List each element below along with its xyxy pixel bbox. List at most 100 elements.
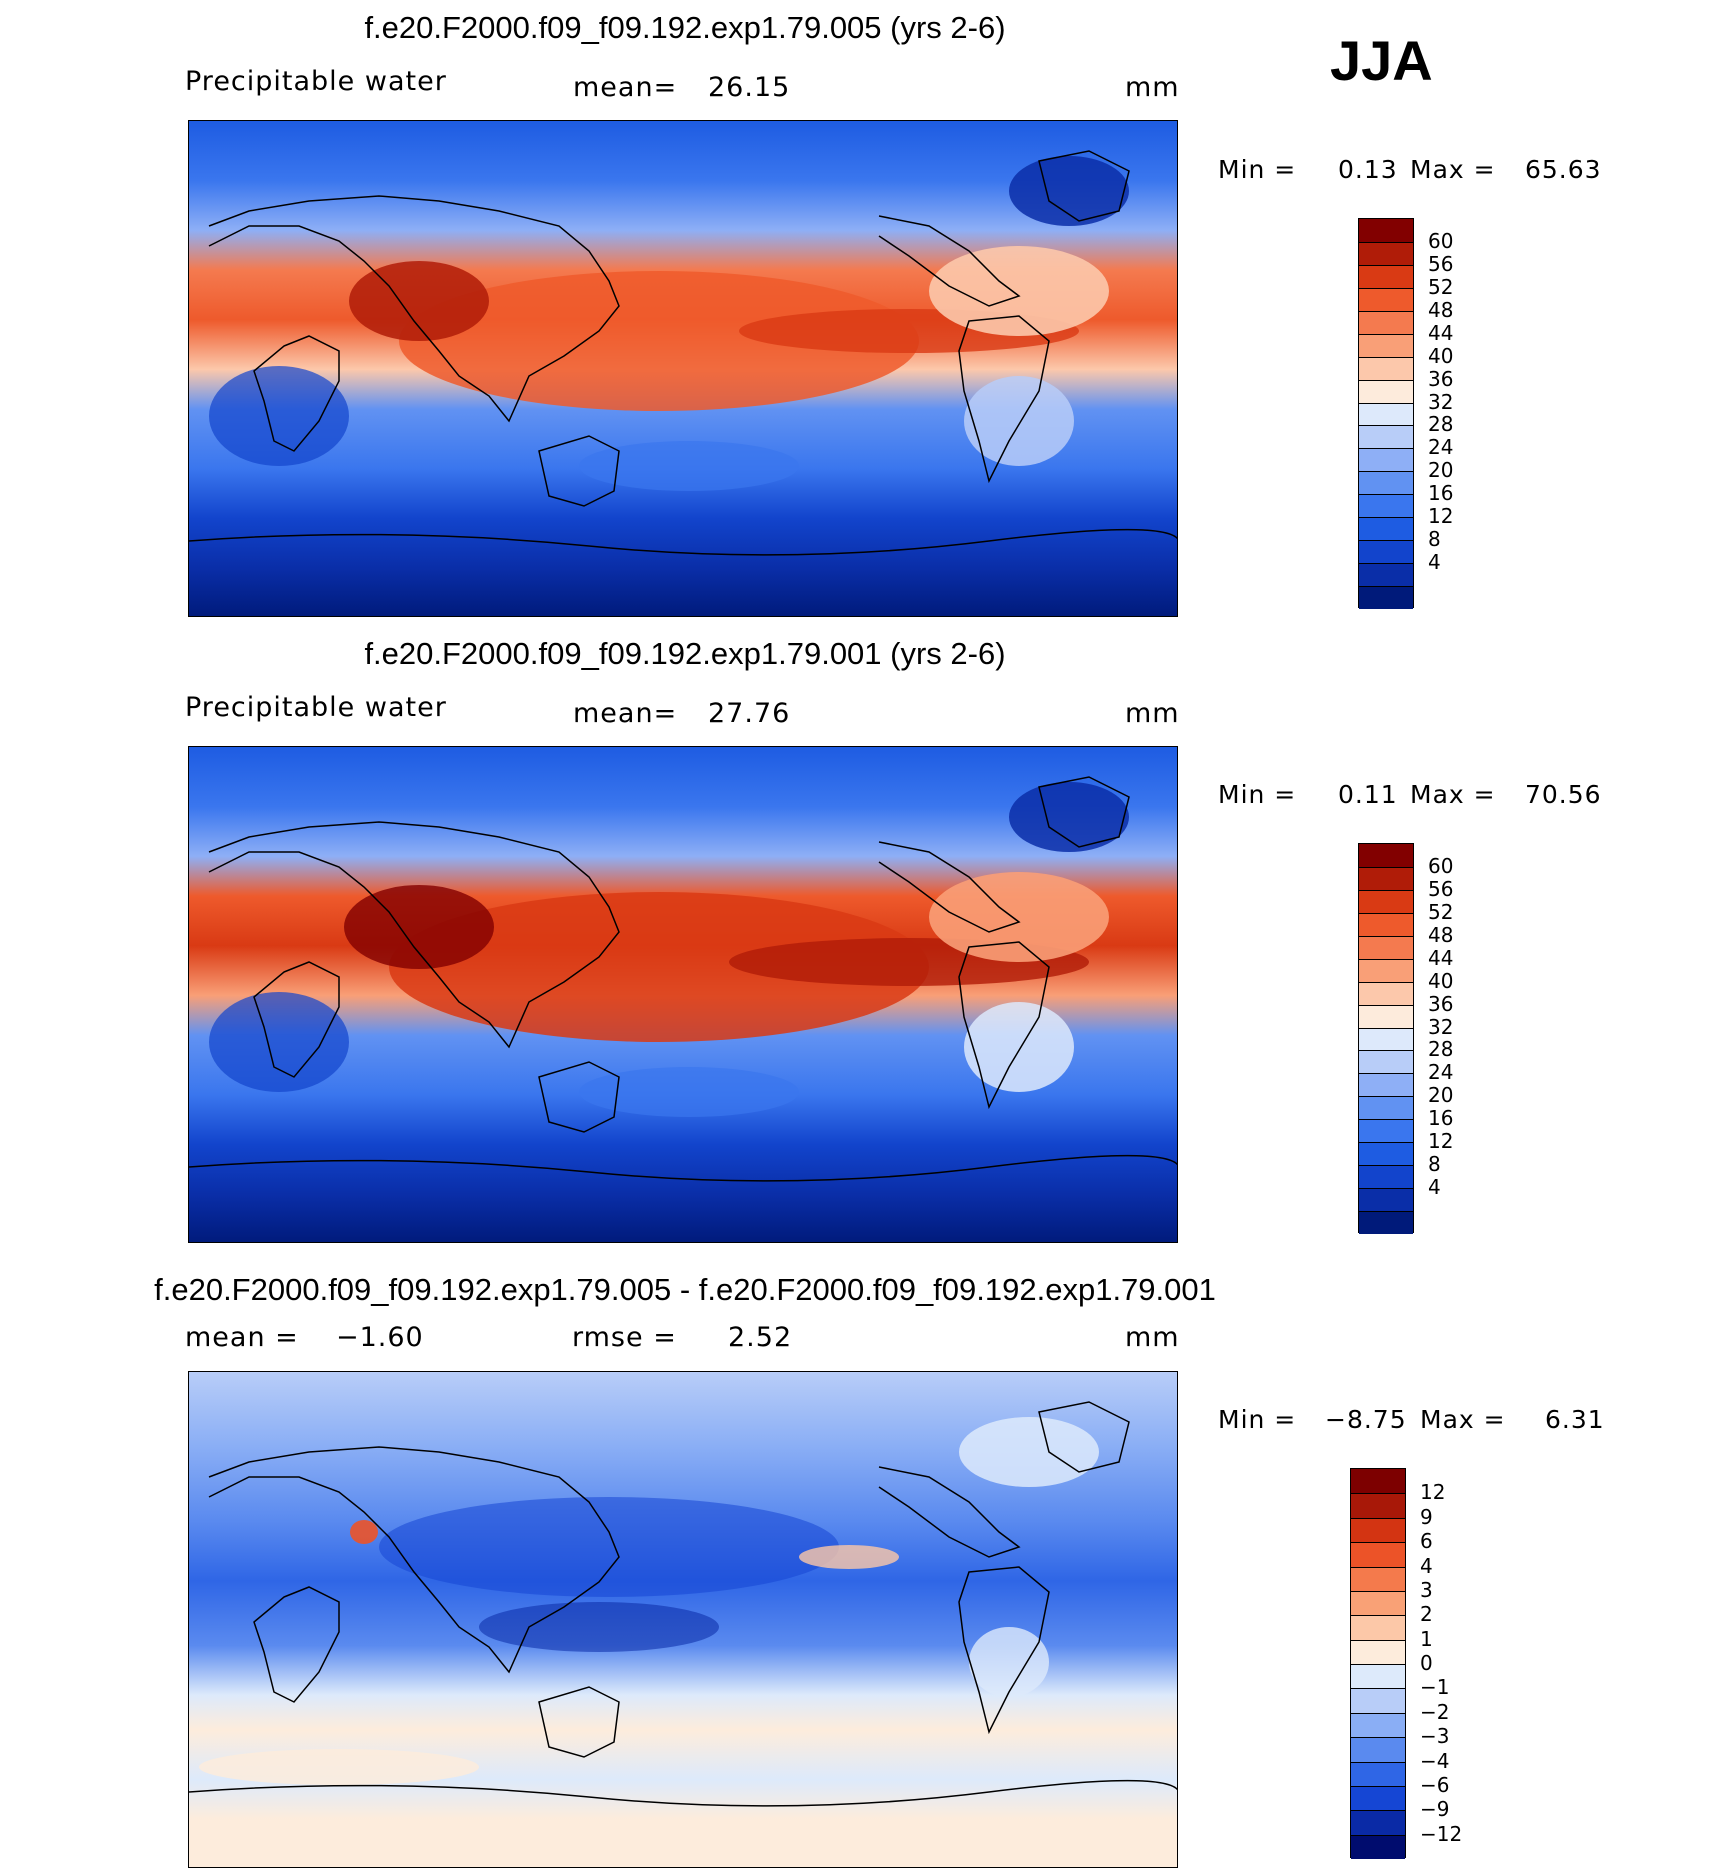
panel2-max-value: 70.56 [1525,780,1602,809]
colorbar-swatch [1351,1810,1405,1835]
colorbar-swatch [1359,540,1413,564]
colorbar-tick-label: 4 [1420,1553,1433,1578]
colorbar-tick-label: 60 [1428,228,1454,253]
colorbar-swatch [1351,1737,1405,1762]
colorbar-tick-label: 52 [1428,274,1454,299]
colorbar-tick-label: 6 [1420,1529,1433,1554]
colorbar-tick-label: 48 [1428,297,1454,322]
colorbar-swatch [1351,1761,1405,1786]
colorbar-swatch [1351,1712,1405,1738]
colorbar-swatch [1351,1639,1405,1664]
colorbar-swatch [1359,1073,1413,1097]
colorbar-tick-label: 8 [1428,1152,1441,1177]
colorbar-swatch [1359,912,1413,936]
colorbar-swatch [1359,333,1413,357]
panel1-min-value: 0.13 [1338,155,1398,184]
colorbar-tick-label: 32 [1428,1014,1454,1039]
colorbar-swatch [1359,379,1413,403]
colorbar-tick-label: −2 [1420,1699,1450,1724]
colorbar-swatch [1359,958,1413,982]
colorbar-swatch [1351,1590,1405,1616]
colorbar-tick-label: 4 [1428,1175,1441,1200]
colorbar-tick-label: 12 [1420,1480,1446,1505]
colorbar-tick-label: 28 [1428,412,1454,437]
colorbar-swatch [1351,1493,1405,1518]
panel3-field [189,1372,1177,1867]
panel1-mean-label: mean= [573,72,678,103]
colorbar-tick-label: 32 [1428,389,1454,414]
panel1-variable: Precipitable water [185,66,447,97]
colorbar-swatch [1359,402,1413,426]
colorbar-tick-label: 9 [1420,1504,1433,1529]
panel2-field [189,747,1177,1242]
colorbar-swatch [1359,1050,1413,1074]
colorbar-tick-label: 44 [1428,945,1454,970]
colorbar-swatch [1351,1542,1405,1567]
colorbar-tick-label: 44 [1428,320,1454,345]
colorbar-swatch [1359,866,1413,890]
colorbar-tick-label: 40 [1428,343,1454,368]
colorbar-swatch [1351,1834,1405,1859]
colorbar-swatch [1359,1188,1413,1212]
panel2-units: mm [1125,698,1180,729]
colorbar-swatch [1351,1664,1405,1689]
colorbar-swatch [1359,448,1413,472]
panel3-title: f.e20.F2000.f09_f09.192.exp1.79.005 - f.… [154,1272,1216,1307]
colorbar-swatch [1351,1469,1405,1494]
colorbar-tick-label: 16 [1428,1106,1454,1131]
panel3-units: mm [1125,1322,1180,1353]
colorbar-swatch [1359,425,1413,449]
panel1-title: f.e20.F2000.f09_f09.192.exp1.79.005 (yrs… [364,10,1006,45]
colorbar-tick-label: 8 [1428,527,1441,552]
panel2-mean-label: mean= [573,698,678,729]
colorbar-swatch [1351,1785,1405,1811]
panel3-map [188,1371,1178,1868]
colorbar-swatch [1351,1688,1405,1713]
panel3-colorbar [1350,1468,1406,1859]
colorbar-tick-label: −1 [1420,1675,1450,1700]
colorbar-tick-label: 2 [1420,1602,1433,1627]
colorbar-tick-label: 12 [1428,504,1454,529]
panel3-mean-label: mean = [185,1322,299,1353]
colorbar-tick-label: −12 [1420,1821,1463,1846]
colorbar-tick-label: 12 [1428,1129,1454,1154]
colorbar-tick-label: 4 [1428,550,1441,575]
panel2-title: f.e20.F2000.f09_f09.192.exp1.79.001 (yrs… [364,636,1006,671]
colorbar-tick-label: 16 [1428,481,1454,506]
season-label: JJA [1330,29,1433,92]
panel1-map [188,120,1178,617]
colorbar-tick-label: 56 [1428,876,1454,901]
colorbar-swatch [1359,586,1413,609]
colorbar-tick-label: −6 [1420,1772,1450,1797]
panel3-max-label: Max = [1420,1405,1506,1434]
colorbar-tick-label: 48 [1428,922,1454,947]
colorbar-swatch [1359,1027,1413,1051]
panel1-units: mm [1125,72,1180,103]
colorbar-swatch [1359,356,1413,380]
colorbar-tick-label: 60 [1428,853,1454,878]
panel2-colorbar [1358,843,1414,1234]
colorbar-tick-label: −9 [1420,1797,1450,1822]
colorbar-swatch [1359,287,1413,311]
colorbar-swatch [1359,1165,1413,1189]
colorbar-tick-label: 28 [1428,1037,1454,1062]
colorbar-swatch [1359,264,1413,288]
colorbar-tick-label: 36 [1428,991,1454,1016]
colorbar-swatch [1359,310,1413,334]
panel3-mean-value: −1.60 [336,1322,424,1353]
colorbar-swatch [1359,981,1413,1005]
colorbar-tick-label: 24 [1428,435,1454,460]
colorbar-tick-label: 36 [1428,366,1454,391]
colorbar-tick-label: 20 [1428,458,1454,483]
panel1-min-label: Min = [1218,155,1297,184]
colorbar-swatch [1359,494,1413,518]
colorbar-swatch [1359,1142,1413,1166]
colorbar-swatch [1359,517,1413,541]
colorbar-tick-label: 56 [1428,251,1454,276]
panel1-field [189,121,1177,616]
panel1-colorbar [1358,218,1414,609]
colorbar-swatch [1351,1615,1405,1640]
panel2-mean-value: 27.76 [708,698,791,729]
panel2-variable: Precipitable water [185,692,447,723]
panel2-min-label: Min = [1218,780,1297,809]
